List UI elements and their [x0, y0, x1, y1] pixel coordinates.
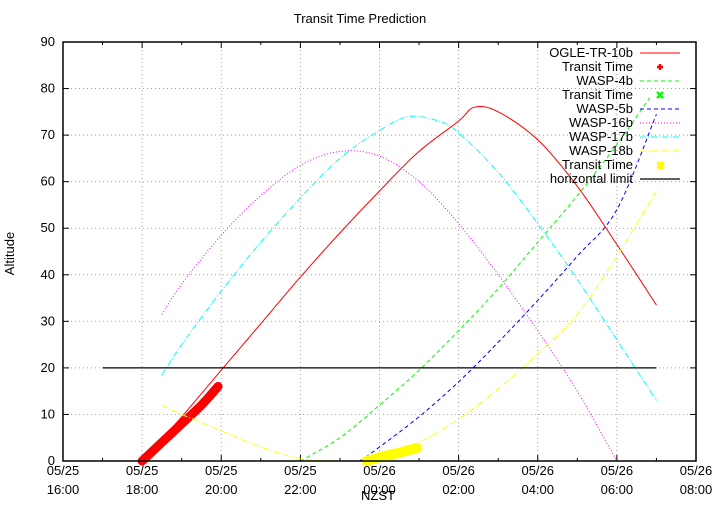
x-tick-time: 04:00 [521, 482, 554, 497]
x-tick-time: 20:00 [205, 482, 238, 497]
legend-label: OGLE-TR-10b [549, 45, 633, 60]
y-tick-label: 0 [48, 453, 55, 468]
y-tick-label: 70 [41, 127, 55, 142]
y-tick-label: 90 [41, 34, 55, 49]
legend-label: Transit Time [562, 157, 633, 172]
y-tick-label: 20 [41, 360, 55, 375]
legend-label: horizontal limit [550, 171, 633, 186]
y-tick-label: 80 [41, 81, 55, 96]
x-tick-date: 05/26 [521, 463, 554, 478]
series-line-wasp-17b [161, 115, 657, 401]
series-line-wasp-18b [161, 190, 657, 462]
legend-marker-plus-icon [657, 64, 663, 70]
legend-label: WASP-5b [576, 101, 633, 116]
y-tick-label: 50 [41, 220, 55, 235]
x-axis-label: NZST [361, 488, 395, 503]
x-tick-time: 02:00 [442, 482, 475, 497]
legend-marker-cross-icon [656, 91, 664, 99]
x-tick-time: 16:00 [47, 482, 80, 497]
legend-label: WASP-4b [576, 73, 633, 88]
x-tick-time: 08:00 [680, 482, 713, 497]
series-line-wasp-16b [161, 150, 618, 462]
legend-label: Transit Time [562, 59, 633, 74]
x-tick-date: 05/26 [680, 463, 713, 478]
y-tick-label: 30 [41, 313, 55, 328]
x-tick-date: 05/25 [205, 463, 238, 478]
x-tick-time: 22:00 [284, 482, 317, 497]
legend-marker-square-icon [657, 162, 664, 169]
x-tick-date: 05/25 [284, 463, 317, 478]
x-tick-date: 05/25 [47, 463, 80, 478]
x-tick-time: 06:00 [601, 482, 634, 497]
chart-title: Transit Time Prediction [293, 11, 427, 26]
transit-time-marker-band [361, 442, 423, 466]
plot-frame [62, 41, 697, 462]
x-tick-time: 00:00 [363, 482, 396, 497]
x-tick-date: 05/25 [126, 463, 159, 478]
series-line-ogle-tr-10b [141, 105, 657, 462]
legend-label: Transit Time [562, 87, 633, 102]
x-tick-time: 18:00 [126, 482, 159, 497]
legend-label: WASP-17b [569, 129, 633, 144]
legend-label: WASP-16b [569, 115, 633, 130]
y-tick-label: 60 [41, 174, 55, 189]
series-line-wasp-4b [300, 97, 651, 462]
y-tick-label: 10 [41, 406, 55, 421]
x-tick-date: 05/26 [442, 463, 475, 478]
x-tick-date: 05/26 [363, 463, 396, 478]
x-tick-date: 05/26 [601, 463, 634, 478]
y-axis-label: Altitude [2, 231, 18, 276]
y-tick-label: 40 [41, 267, 55, 282]
transit-time-marker-band [137, 382, 223, 466]
legend-label: WASP-18b [569, 143, 633, 158]
